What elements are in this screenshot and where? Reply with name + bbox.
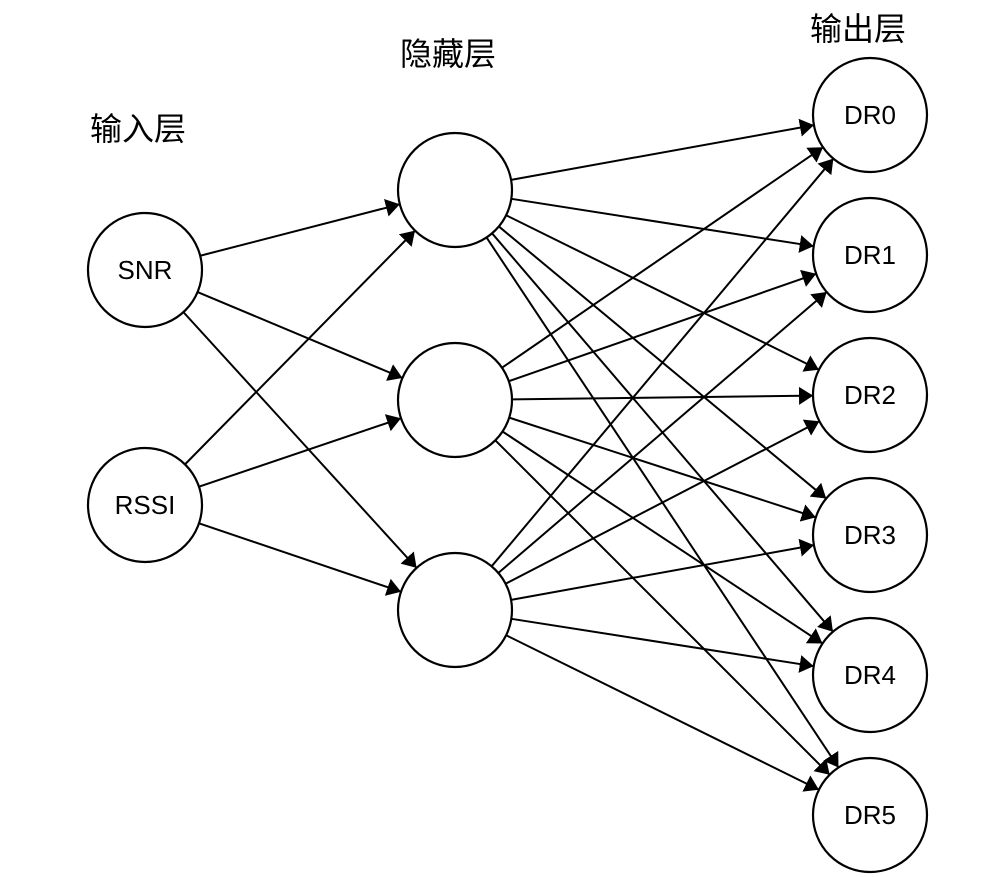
output-node-label: DR3 — [844, 520, 896, 550]
input-layer-label: 输入层 — [90, 111, 186, 147]
input-node-label: RSSI — [115, 490, 176, 520]
edge — [198, 292, 403, 378]
edge — [511, 125, 814, 180]
input-node-label: SNR — [118, 255, 173, 285]
edges-group — [183, 125, 838, 790]
output-node-label: DR4 — [844, 660, 896, 690]
hidden-layer-label: 隐藏层 — [400, 36, 496, 72]
edge — [511, 199, 813, 246]
edge — [511, 619, 813, 666]
output-node-label: DR1 — [844, 240, 896, 270]
edge — [185, 231, 415, 465]
hidden-node — [398, 343, 512, 457]
edge — [200, 204, 400, 256]
edge — [506, 635, 819, 790]
output-node-label: DR0 — [844, 100, 896, 130]
edge — [502, 147, 823, 367]
edge — [492, 159, 834, 567]
output-node-label: DR5 — [844, 800, 896, 830]
output-layer-label: 输出层 — [810, 11, 906, 47]
edge — [495, 440, 829, 774]
edge — [503, 431, 823, 643]
output-node-label: DR2 — [844, 380, 896, 410]
edge — [512, 396, 813, 400]
edge — [509, 274, 816, 381]
edge — [199, 523, 401, 591]
edge — [199, 418, 401, 486]
hidden-node — [398, 553, 512, 667]
edge — [511, 545, 814, 600]
nodes-group: SNR RSSI DR0 DR1 DR2 DR3 DR4 DR5 — [88, 58, 927, 872]
hidden-node — [398, 133, 512, 247]
edge — [506, 215, 819, 370]
edge — [498, 292, 826, 573]
neural-network-diagram: SNR RSSI DR0 DR1 DR2 DR3 DR4 DR5 输入层 隐藏层 输出层 — [0, 0, 1000, 877]
